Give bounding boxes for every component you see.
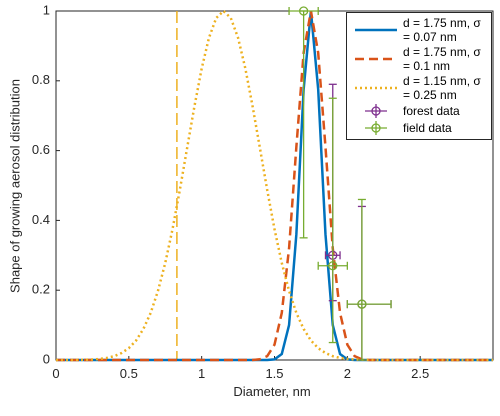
- legend-entry: d = 1.15 nm, σ = 0.25 nm: [349, 74, 489, 102]
- legend: d = 1.75 nm, σ = 0.07 nm d = 1.75 nm, σ =…: [346, 12, 492, 140]
- swatch-marker: [371, 123, 381, 133]
- legend-swatch: [355, 86, 397, 90]
- data-point: [298, 6, 309, 16]
- line-series: [56, 10, 493, 362]
- legend-swatch: [355, 57, 397, 61]
- legend-swatch: [355, 28, 397, 32]
- x-tick-label: 1: [198, 366, 205, 381]
- legend-entry: d = 1.75 nm, σ = 0.1 nm: [349, 45, 489, 73]
- legend-label: forest data: [403, 104, 460, 118]
- legend-entry: forest data: [349, 103, 489, 119]
- x-tick-label: 2: [344, 366, 351, 381]
- legend-entry: field data: [349, 120, 489, 136]
- x-axis-label: Diameter, nm: [233, 384, 310, 399]
- x-tick-label: 1.5: [265, 366, 283, 381]
- legend-label: d = 1.15 nm, σ = 0.25 nm: [403, 74, 481, 102]
- y-tick-label: 0: [43, 351, 50, 366]
- line-series: [56, 9, 493, 362]
- y-tick-label: 1: [43, 2, 50, 17]
- x-tick-label: 2.5: [411, 366, 429, 381]
- y-tick-label: 0.4: [32, 212, 50, 227]
- x-tick-label: 0.5: [120, 366, 138, 381]
- legend-label: field data: [403, 121, 452, 135]
- legend-entry: d = 1.75 nm, σ = 0.07 nm: [349, 16, 489, 44]
- y-tick-label: 0.6: [32, 142, 50, 157]
- legend-swatch: [365, 104, 387, 118]
- x-tick-label: 0: [52, 366, 59, 381]
- y-axis-label: Shape of growing aerosol distribution: [7, 79, 22, 293]
- data-point: [357, 299, 367, 309]
- legend-label: d = 1.75 nm, σ = 0.1 nm: [403, 45, 481, 73]
- legend-label: d = 1.75 nm, σ = 0.07 nm: [403, 16, 481, 44]
- data-point: [328, 261, 338, 271]
- swatch-marker: [371, 106, 381, 116]
- y-tick-label: 0.2: [32, 282, 50, 297]
- y-tick-label: 0.8: [32, 72, 50, 87]
- legend-swatch: [365, 121, 387, 135]
